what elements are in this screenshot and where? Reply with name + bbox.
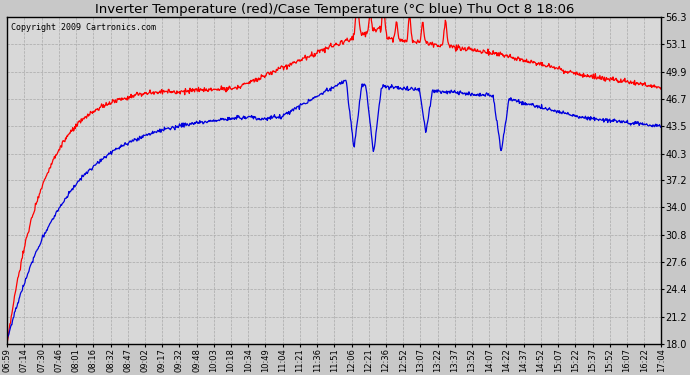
Text: Copyright 2009 Cartronics.com: Copyright 2009 Cartronics.com [10,24,155,33]
Title: Inverter Temperature (red)/Case Temperature (°C blue) Thu Oct 8 18:06: Inverter Temperature (red)/Case Temperat… [95,3,574,16]
